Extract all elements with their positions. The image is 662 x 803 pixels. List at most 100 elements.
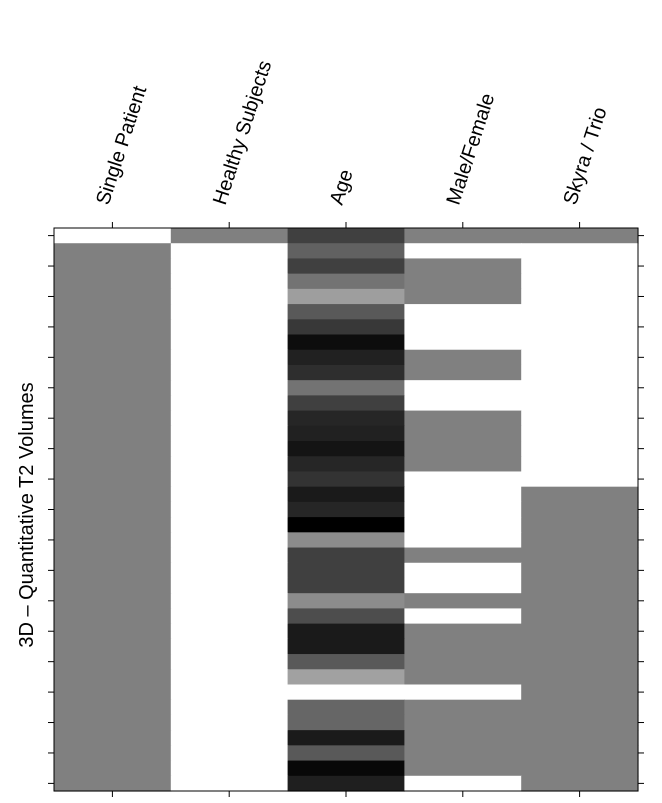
heatmap-cell bbox=[54, 608, 172, 625]
heatmap-cell bbox=[404, 486, 522, 503]
heatmap-cell bbox=[404, 380, 522, 396]
heatmap-cell bbox=[404, 532, 522, 549]
heatmap-cell bbox=[521, 441, 639, 457]
heatmap-cell bbox=[287, 517, 405, 533]
heatmap-cell bbox=[521, 593, 639, 610]
heatmap-cell bbox=[54, 714, 172, 731]
heatmap-cell bbox=[54, 380, 172, 396]
heatmap-cell bbox=[404, 517, 522, 533]
heatmap-cell bbox=[521, 532, 639, 549]
heatmap-cell bbox=[54, 593, 172, 610]
heatmap-cell bbox=[404, 745, 522, 762]
heatmap-cell bbox=[54, 319, 172, 336]
heatmap-cell bbox=[404, 334, 522, 351]
heatmap-cell bbox=[521, 684, 639, 701]
heatmap-cell bbox=[404, 456, 522, 473]
heatmap-cell bbox=[54, 501, 172, 518]
heatmap-cell bbox=[287, 745, 405, 762]
heatmap-cell bbox=[404, 684, 522, 701]
heatmap-cell bbox=[287, 654, 405, 670]
heatmap-cell bbox=[54, 486, 172, 503]
heatmap-cell bbox=[170, 730, 289, 746]
heatmap-cell bbox=[521, 425, 639, 442]
heatmap-cell bbox=[404, 623, 522, 640]
heatmap-cell bbox=[170, 471, 289, 488]
heatmap-cell bbox=[54, 517, 172, 533]
heatmap-cell bbox=[521, 243, 639, 260]
heatmap-cell bbox=[521, 288, 639, 305]
heatmap-cell bbox=[521, 380, 639, 396]
heatmap-cell bbox=[54, 441, 172, 457]
heatmap-cell bbox=[287, 228, 405, 244]
heatmap-cell bbox=[54, 775, 172, 792]
heatmap-cell bbox=[521, 562, 639, 579]
heatmap-cell bbox=[404, 349, 522, 366]
heatmap-cell bbox=[54, 745, 172, 762]
heatmap-cell bbox=[404, 638, 522, 655]
heatmap-cell bbox=[54, 228, 172, 244]
heatmap-cell bbox=[287, 288, 405, 305]
heatmap-cell bbox=[287, 319, 405, 336]
heatmap-cell bbox=[170, 288, 289, 305]
heatmap-cell bbox=[170, 334, 289, 351]
heatmap-cell bbox=[287, 501, 405, 518]
heatmap-cell bbox=[54, 364, 172, 381]
heatmap-cell bbox=[287, 730, 405, 746]
heatmap-cell bbox=[287, 441, 405, 457]
heatmap-cell bbox=[404, 319, 522, 336]
heatmap-cell bbox=[521, 760, 639, 777]
heatmap-cell bbox=[404, 471, 522, 488]
heatmap-cell bbox=[521, 456, 639, 473]
heatmap-cell bbox=[170, 425, 289, 442]
heatmap-cell bbox=[54, 395, 172, 412]
heatmap-cell bbox=[404, 760, 522, 777]
heatmap-cell bbox=[54, 547, 172, 564]
heatmap-cell bbox=[287, 349, 405, 366]
column-label: Male/Female bbox=[443, 91, 500, 208]
heatmap-cell bbox=[404, 730, 522, 746]
heatmap-cell bbox=[170, 364, 289, 381]
heatmap-cell bbox=[404, 562, 522, 579]
heatmap-cell bbox=[54, 684, 172, 701]
heatmap-cell bbox=[170, 608, 289, 625]
heatmap-cell bbox=[521, 319, 639, 336]
heatmap-cell bbox=[170, 593, 289, 610]
heatmap-cell bbox=[404, 669, 522, 686]
heatmap-cell bbox=[521, 486, 639, 503]
heatmap-cell bbox=[170, 319, 289, 336]
heatmap-cell bbox=[287, 456, 405, 473]
heatmap-cell bbox=[287, 669, 405, 686]
heatmap-cell bbox=[404, 304, 522, 320]
heatmap-cell bbox=[170, 562, 289, 579]
heatmap-cell bbox=[404, 501, 522, 518]
heatmap-cell bbox=[170, 456, 289, 473]
heatmap-cell bbox=[170, 547, 289, 564]
heatmap-cell bbox=[170, 243, 289, 260]
column-label: Healthy Subjects bbox=[209, 58, 276, 208]
heatmap-cell bbox=[170, 638, 289, 655]
heatmap-cell bbox=[287, 410, 405, 427]
heatmap-cell bbox=[404, 608, 522, 625]
heatmap-cell bbox=[287, 608, 405, 625]
heatmap-cell bbox=[287, 699, 405, 716]
heatmap-cell bbox=[54, 258, 172, 275]
heatmap-cell bbox=[287, 258, 405, 275]
heatmap-cell bbox=[521, 395, 639, 412]
heatmap-cell bbox=[521, 577, 639, 594]
heatmap-cell bbox=[404, 425, 522, 442]
heatmap-cell bbox=[287, 638, 405, 655]
heatmap-cell bbox=[54, 638, 172, 655]
heatmap-cell bbox=[170, 410, 289, 427]
heatmap-cell bbox=[404, 714, 522, 731]
heatmap-cell bbox=[170, 669, 289, 686]
heatmap-cell bbox=[521, 334, 639, 351]
heatmap-cell bbox=[170, 532, 289, 549]
heatmap-cell bbox=[287, 243, 405, 260]
heatmap-cell bbox=[521, 654, 639, 670]
heatmap-cell bbox=[404, 273, 522, 290]
column-label: Age bbox=[326, 167, 358, 208]
heatmap-cell bbox=[170, 760, 289, 777]
heatmap-cell bbox=[54, 654, 172, 670]
heatmap-cell bbox=[54, 699, 172, 716]
heatmap-cell bbox=[287, 577, 405, 594]
